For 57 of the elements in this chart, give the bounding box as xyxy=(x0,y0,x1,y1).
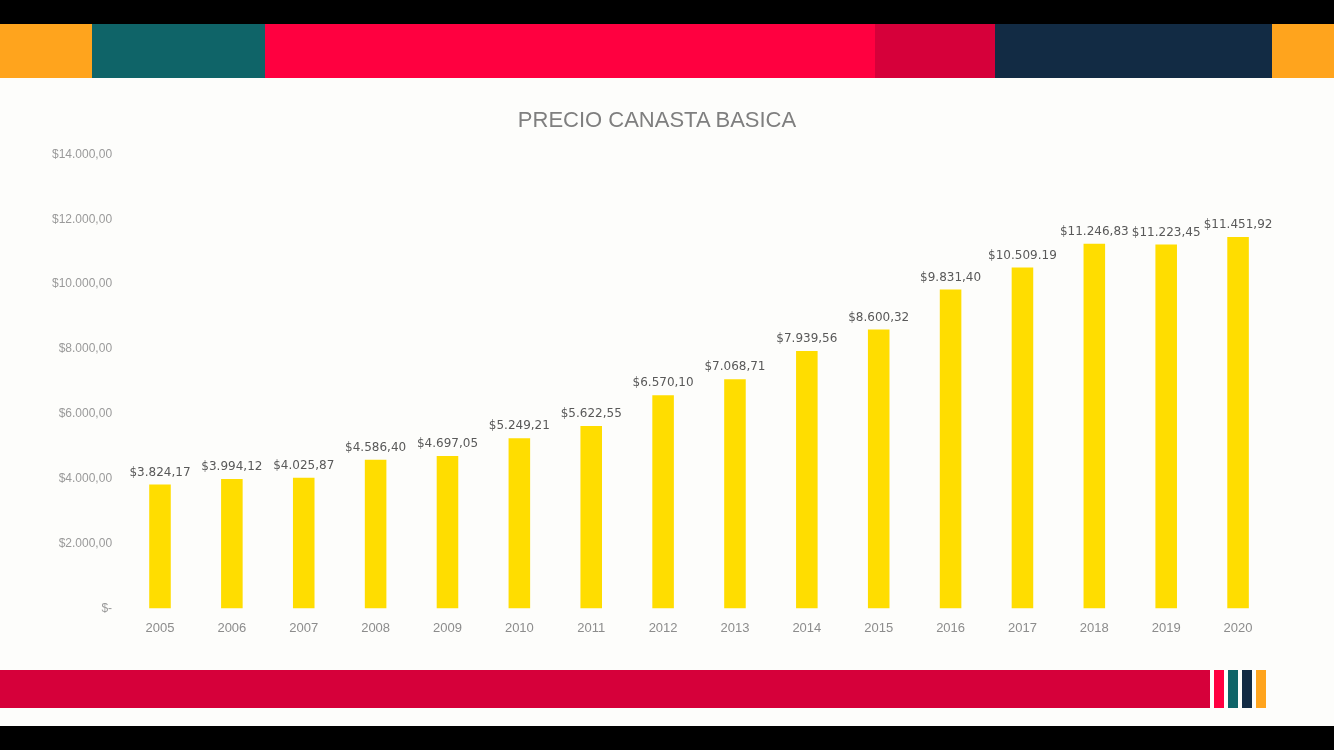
bar xyxy=(508,438,531,609)
data-label: $4.025,87 xyxy=(273,457,335,472)
x-tick-label: 2008 xyxy=(361,619,391,635)
x-tick-label: 2005 xyxy=(145,619,175,635)
y-tick-label: $6.000,00 xyxy=(58,406,113,421)
data-label: $11.223,45 xyxy=(1131,224,1201,239)
y-tick-label: $2.000,00 xyxy=(58,535,113,550)
data-label: $9.831,40 xyxy=(920,269,982,284)
y-tick-label: $4.000,00 xyxy=(58,471,113,485)
y-tick-label: $14.000,00 xyxy=(52,146,113,161)
x-tick-label: 2014 xyxy=(792,619,822,635)
bar xyxy=(1155,244,1177,609)
x-tick-label: 2009 xyxy=(433,619,462,635)
x-tick-label: 2012 xyxy=(648,619,678,635)
data-label: $3.824,17 xyxy=(129,464,191,479)
y-tick-label: $10.000,00 xyxy=(52,276,113,291)
y-tick-label: $- xyxy=(101,600,113,615)
y-tick-label: $12.000,00 xyxy=(52,211,113,226)
data-label: $11.246,83 xyxy=(1059,223,1129,238)
bar xyxy=(436,456,459,609)
x-tick-label: 2013 xyxy=(720,619,750,635)
y-tick-label: $8.000,00 xyxy=(58,341,113,356)
bar xyxy=(149,484,171,609)
x-tick-label: 2006 xyxy=(217,619,247,635)
x-tick-label: 2016 xyxy=(936,619,966,635)
x-tick-label: 2019 xyxy=(1151,619,1181,635)
bar xyxy=(724,379,746,609)
bar xyxy=(292,477,315,609)
data-label: $10.509.19 xyxy=(988,247,1057,262)
data-label: $5.249,21 xyxy=(488,418,550,433)
x-tick-label: 2011 xyxy=(577,619,606,635)
bar xyxy=(796,350,818,609)
bar xyxy=(580,426,602,609)
x-tick-label: 2017 xyxy=(1007,619,1037,635)
x-tick-label: 2010 xyxy=(504,619,534,635)
chart-title: PRECIO CANASTA BASICA xyxy=(517,107,797,133)
bar xyxy=(939,289,962,609)
bar xyxy=(221,478,243,609)
bar xyxy=(1227,237,1249,609)
bar xyxy=(364,459,387,609)
bar xyxy=(1083,243,1106,609)
data-label: $5.622,55 xyxy=(560,406,622,421)
data-label: $8.600,32 xyxy=(848,309,910,324)
bar xyxy=(652,395,674,609)
data-label: $3.994,12 xyxy=(201,459,263,473)
x-tick-label: 2018 xyxy=(1079,619,1109,635)
data-label: $11.451,92 xyxy=(1203,217,1273,232)
data-label: $4.586,40 xyxy=(345,439,407,454)
data-label: $7.939,56 xyxy=(776,331,838,346)
x-tick-label: 2020 xyxy=(1223,619,1253,635)
x-tick-label: 2015 xyxy=(864,619,894,635)
data-label: $7.068,71 xyxy=(704,359,766,374)
data-label: $6.570,10 xyxy=(632,375,694,390)
bar xyxy=(1011,267,1034,609)
x-tick-label: 2007 xyxy=(289,619,319,635)
bar xyxy=(867,329,890,609)
data-label: $4.697,05 xyxy=(416,436,479,451)
